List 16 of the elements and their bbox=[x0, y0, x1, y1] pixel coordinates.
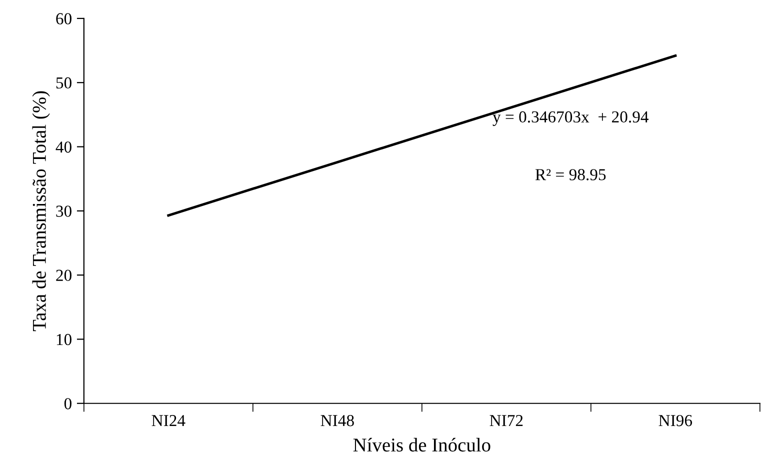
y-tick-label: 30 bbox=[56, 206, 72, 217]
y-axis-title: Taxa de Transmissão Total (%) bbox=[32, 91, 50, 332]
y-tick-label: 60 bbox=[56, 13, 72, 24]
annotation: y = 0.346703x + 20.94 bbox=[492, 111, 649, 126]
annotation: R² = 98.95 bbox=[535, 169, 606, 180]
y-tick-label: 50 bbox=[56, 77, 72, 89]
y-tick-label: 20 bbox=[56, 270, 72, 282]
y-tick-label: 10 bbox=[56, 334, 72, 346]
x-axis-title: Níveis de Inóculo bbox=[353, 438, 490, 452]
x-tick-label: NI48 bbox=[320, 414, 354, 426]
x-tick-label: NI24 bbox=[152, 415, 186, 426]
y-tick-label: 40 bbox=[56, 141, 72, 153]
x-tick-label: NI96 bbox=[658, 415, 692, 426]
x-tick-label: NI72 bbox=[490, 415, 523, 426]
y-tick-label: 0 bbox=[64, 398, 72, 410]
line-series bbox=[167, 54, 677, 217]
